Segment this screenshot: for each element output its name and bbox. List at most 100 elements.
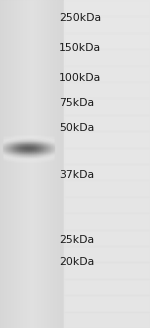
Bar	[30, 154, 31, 155]
Bar	[7, 138, 8, 139]
Bar	[53, 159, 54, 160]
Bar	[40, 141, 41, 142]
Bar	[31, 158, 32, 159]
Bar	[24, 160, 25, 161]
Bar	[11, 146, 12, 147]
Bar	[44, 153, 45, 154]
Bar	[35, 150, 36, 151]
Bar	[40, 149, 41, 150]
Bar	[51, 144, 52, 145]
Bar	[23, 141, 24, 142]
Bar	[33, 133, 34, 134]
Bar	[38, 143, 39, 144]
Bar	[25, 150, 26, 151]
Bar	[29, 133, 30, 134]
Bar	[48, 156, 49, 157]
Bar	[47, 144, 48, 145]
Bar	[24, 149, 25, 150]
Bar	[5, 139, 6, 140]
Bar	[30, 149, 31, 150]
Bar	[15, 149, 16, 150]
Bar	[16, 150, 17, 151]
Bar	[12, 154, 13, 155]
Bar	[46, 157, 47, 158]
Bar	[17, 140, 18, 141]
Bar	[46, 144, 47, 145]
Bar	[7, 150, 8, 151]
Bar	[33, 144, 34, 145]
Bar	[37, 149, 38, 150]
Bar	[14, 139, 15, 140]
Bar	[15, 146, 16, 147]
Bar	[29, 141, 30, 142]
Bar	[40, 150, 41, 151]
Bar	[5, 152, 6, 153]
Bar	[6, 137, 7, 138]
Bar	[33, 157, 34, 158]
Bar	[28, 139, 29, 140]
Bar	[7, 147, 8, 148]
Bar	[29, 148, 30, 149]
Bar	[3, 159, 4, 160]
Bar	[51, 150, 52, 151]
Bar	[31, 153, 32, 154]
Bar	[37, 147, 38, 148]
Bar	[41, 157, 42, 158]
Bar	[20, 154, 21, 155]
Bar	[34, 161, 35, 162]
Bar	[13, 161, 14, 162]
Bar	[53, 140, 54, 141]
Bar	[11, 135, 12, 136]
Bar	[25, 149, 26, 150]
Bar	[5, 148, 6, 149]
Bar	[8, 147, 9, 148]
Bar	[48, 142, 49, 143]
Bar	[37, 144, 38, 145]
Bar	[27, 134, 28, 135]
Bar	[25, 159, 26, 160]
Bar	[25, 146, 26, 147]
Bar	[9, 141, 10, 142]
Bar	[19, 142, 20, 143]
Bar	[29, 143, 30, 144]
Bar	[49, 144, 50, 145]
Bar	[46, 150, 47, 151]
Bar	[48, 143, 49, 144]
Bar	[14, 158, 15, 159]
Bar	[13, 144, 14, 145]
Bar	[47, 148, 48, 149]
Bar	[18, 157, 19, 158]
Bar	[41, 138, 42, 139]
Bar	[22, 150, 23, 151]
Bar	[8, 154, 9, 155]
Bar	[45, 140, 46, 141]
Bar	[64, 33, 150, 49]
Bar	[35, 147, 36, 148]
Bar	[53, 160, 54, 161]
Bar	[28, 137, 29, 138]
Bar	[25, 161, 26, 162]
Bar	[30, 159, 31, 160]
Bar	[24, 152, 25, 153]
Bar	[20, 146, 21, 147]
Bar	[9, 144, 10, 145]
Bar	[47, 147, 48, 148]
Bar	[25, 133, 26, 134]
Bar	[25, 138, 26, 139]
Bar	[52, 150, 53, 151]
Bar	[8, 145, 9, 146]
Bar	[42, 158, 43, 159]
Bar	[44, 138, 45, 139]
Bar	[11, 154, 12, 155]
Bar	[48, 147, 49, 148]
Bar	[30, 147, 31, 148]
Bar	[23, 140, 24, 141]
Bar	[18, 146, 19, 147]
Bar	[8, 148, 9, 149]
Bar	[8, 146, 9, 147]
Bar	[5, 147, 6, 148]
Bar	[39, 152, 40, 153]
Bar	[21, 141, 22, 142]
Bar	[45, 139, 46, 140]
Bar	[27, 143, 28, 144]
